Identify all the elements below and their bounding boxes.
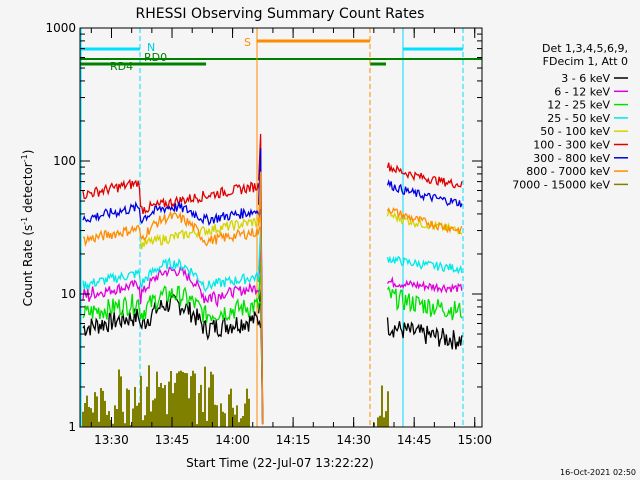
series-pre-flare: [82, 285, 262, 323]
footer-timestamp: 16-Oct-2021 02:50: [560, 468, 636, 477]
saa-flag-label: N: [147, 41, 155, 54]
y-tick-label: 100: [53, 154, 76, 168]
series-pre-flare: [139, 216, 262, 250]
series-post-flare: [386, 285, 463, 321]
x-tick-label: 14:00: [215, 433, 250, 447]
y-axis-label-end: ): [21, 150, 35, 155]
flag-markers: N RD0 RD4 S: [110, 36, 251, 73]
series-post-flare: [386, 178, 463, 208]
series-post-flare: [386, 317, 463, 350]
legend-label: 100 - 300 keV: [533, 139, 610, 152]
y-tick-label: 1000: [45, 21, 76, 35]
axes: 1 10 100 1000 13:30 13:45 14:00 14:15 14:30 14:45…: [45, 21, 492, 447]
series-pre-flare: [82, 200, 262, 226]
x-axis-label: Start Time (22-Jul-07 13:22:22): [186, 456, 374, 470]
series-post-flare: [386, 206, 463, 234]
y-axis-label-sup1: -1: [20, 217, 29, 225]
y-axis-label-mid: detector: [21, 162, 35, 217]
y-axis-label-sup2: -1: [20, 154, 29, 162]
legend-label: 25 - 50 keV: [547, 112, 610, 125]
y-axis-label-main: Count Rate (s: [21, 225, 35, 307]
series-flare-spike: [257, 171, 264, 425]
series-7: [82, 171, 463, 425]
legend-label: 50 - 100 keV: [540, 125, 610, 138]
plot-frame: [79, 27, 483, 428]
series-pre-flare: [82, 265, 262, 308]
x-tick-label: 14:45: [397, 433, 432, 447]
legend-label: 800 - 7000 keV: [526, 165, 610, 178]
x-tick-label: 13:45: [155, 433, 190, 447]
decim-flag-label: RD0: [144, 51, 167, 64]
legend-label: 3 - 6 keV: [561, 72, 610, 85]
legend-label: 12 - 25 keV: [547, 99, 610, 112]
series-layer: [82, 133, 463, 427]
series-8: [82, 365, 389, 427]
x-tick-label: 14:15: [276, 433, 311, 447]
series-pre-flare: [82, 293, 262, 341]
series-pre-flare: [82, 257, 262, 293]
series-pre-flare: [82, 178, 261, 215]
legend-label: 6 - 12 keV: [554, 85, 610, 98]
legend-header-2: FDecim 1, Att 0: [543, 55, 628, 68]
observing-flag-lines: [80, 28, 482, 427]
legend: Det 1,3,4,5,6,9, FDecim 1, Att 0 3 - 6 k…: [512, 42, 628, 191]
series-pre-flare: [82, 210, 262, 248]
series-histogram: [82, 365, 389, 427]
x-tick-label: 14:30: [336, 433, 371, 447]
decim-bar-label: RD4: [110, 60, 133, 73]
legend-label: 300 - 800 keV: [533, 152, 610, 165]
series-post-flare: [386, 208, 463, 235]
legend-label: 7000 - 15000 keV: [512, 178, 610, 191]
chart-title: RHESSI Observing Summary Count Rates: [136, 6, 425, 22]
y-tick-label: 1: [68, 420, 76, 434]
series-post-flare: [386, 276, 463, 294]
y-tick-label: 10: [61, 287, 76, 301]
y-axis-label: Count Rate (s-1 detector-1): [20, 150, 35, 307]
legend-header-1: Det 1,3,4,5,6,9,: [542, 42, 628, 55]
series-post-flare: [386, 162, 463, 189]
series-post-flare: [386, 255, 463, 275]
x-tick-label: 13:30: [94, 433, 129, 447]
attenuator-flag-label: S: [244, 36, 251, 49]
x-tick-label: 15:00: [457, 433, 492, 447]
